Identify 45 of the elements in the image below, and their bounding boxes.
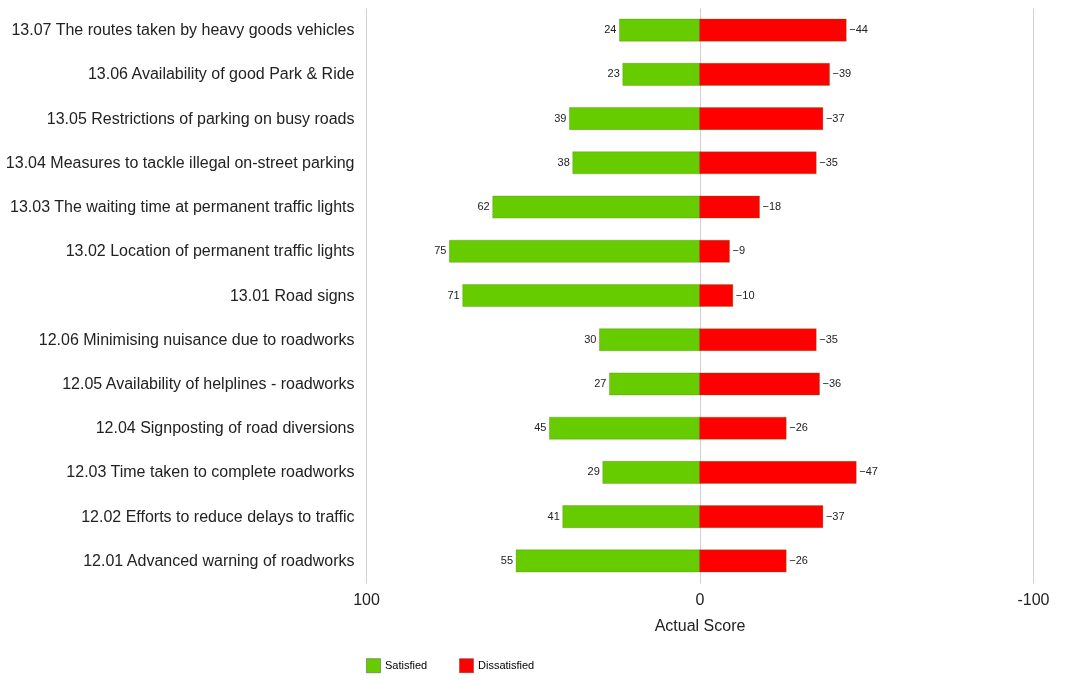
data-label: −37	[825, 509, 845, 522]
data-label: 41	[547, 509, 560, 522]
y-tick-label: 12.06 Minimising nuisance due to roadworks	[38, 330, 355, 348]
data-label: 30	[584, 332, 597, 345]
data-label: 23	[607, 67, 620, 80]
legend-label: Dissatisfied	[478, 658, 535, 671]
data-label: −47	[859, 465, 878, 478]
data-label: 39	[554, 111, 567, 124]
y-tick-label: 12.05 Availability of helplines - roadworks	[62, 374, 355, 392]
data-label: 29	[587, 465, 600, 478]
data-label: −26	[789, 421, 808, 434]
data-label: 24	[604, 23, 617, 36]
y-tick-label: 13.05 Restrictions of parking on busy roads	[46, 109, 355, 127]
y-tick-label: 12.02 Efforts to reduce delays to traffic	[81, 507, 355, 525]
data-label: 45	[534, 421, 547, 434]
y-tick-label: 13.04 Measures to tackle illegal on-street parking	[5, 153, 355, 171]
data-label: 62	[477, 200, 490, 213]
data-label: 55	[500, 553, 514, 566]
y-tick-label: 12.01 Advanced warning of roadworks	[83, 551, 355, 569]
data-label: −10	[735, 288, 755, 301]
data-label: −36	[822, 376, 842, 389]
y-tick-label: 13.03 The waiting time at permanent traffic lights	[10, 198, 355, 216]
data-label: −37	[825, 111, 845, 124]
y-tick-label: 13.06 Availability of good Park & Ride	[87, 65, 355, 83]
data-label: 38	[557, 155, 570, 168]
x-tick-label: -100	[1017, 590, 1050, 608]
data-label: 71	[447, 288, 460, 301]
y-tick-label: 12.04 Signposting of road diversions	[95, 419, 355, 437]
data-label: −26	[789, 553, 808, 566]
x-axis-title: Actual Score	[654, 616, 746, 634]
data-label: −39	[832, 67, 852, 80]
y-tick-label: 12.03 Time taken to complete roadworks	[66, 463, 355, 481]
y-tick-label: 13.07 The routes taken by heavy goods vehicles	[11, 21, 355, 39]
data-label: −35	[819, 332, 838, 345]
data-label: 27	[594, 376, 607, 389]
data-label: −9	[732, 244, 746, 257]
data-label: −35	[819, 155, 838, 168]
y-tick-label: 13.02 Location of permanent traffic lights	[65, 242, 355, 260]
data-label: −18	[762, 200, 782, 213]
x-tick-label: 0	[695, 590, 705, 608]
legend-label: Satisfied	[385, 658, 428, 671]
data-label: −44	[849, 23, 868, 36]
x-tick-label: 100	[353, 590, 380, 608]
data-label: 75	[434, 244, 447, 257]
y-tick-label: 13.01 Road signs	[229, 286, 355, 304]
